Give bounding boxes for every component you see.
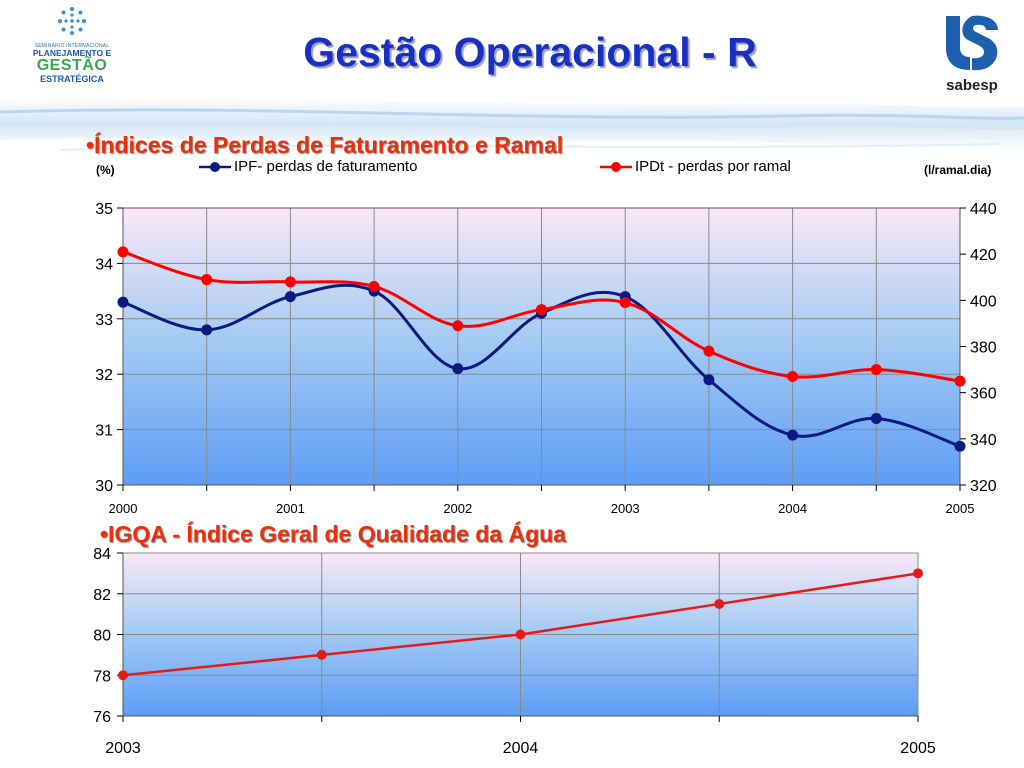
y-right-tick-label: 320 bbox=[970, 478, 997, 495]
data-point-series-1 bbox=[954, 375, 966, 387]
data-point-series-1 bbox=[870, 364, 882, 376]
y-right-tick-label: 420 bbox=[970, 247, 997, 264]
data-point-series-1 bbox=[284, 276, 296, 288]
sabesp-wordmark: sabesp bbox=[946, 77, 998, 94]
logo-line-planning: PLANEJAMENTO E bbox=[32, 48, 112, 58]
legend-marker-ipdt bbox=[600, 162, 632, 173]
logo-subtitle: SEMINÁRIO INTERNACIONAL bbox=[34, 43, 110, 49]
sabesp-mark-icon bbox=[946, 15, 998, 71]
x-tick-label: 2005 bbox=[900, 740, 936, 757]
data-point-series-0 bbox=[201, 324, 213, 336]
left-axis-unit: (%) bbox=[96, 163, 115, 177]
y-left-tick-label: 33 bbox=[95, 312, 113, 329]
plot-border bbox=[122, 207, 961, 486]
legend-marker-ipf bbox=[199, 162, 231, 173]
data-point-series-0 bbox=[703, 374, 715, 386]
y-tick-label: 82 bbox=[93, 587, 111, 604]
y-left-tick-label: 31 bbox=[95, 423, 113, 440]
data-point-igqa bbox=[714, 598, 725, 609]
y-left-tick-label: 35 bbox=[95, 201, 113, 218]
x-tick-label: 2002 bbox=[443, 501, 472, 516]
data-point-series-1 bbox=[452, 320, 464, 332]
losses-chart-heading: •Índices de Perdas de Faturamento e Rama… bbox=[86, 132, 564, 158]
y-left-tick-label: 34 bbox=[95, 256, 113, 273]
data-point-series-1 bbox=[536, 304, 547, 316]
legend-item-ipf: IPF- perdas de faturamento bbox=[199, 158, 417, 175]
y-right-tick-label: 440 bbox=[970, 201, 997, 218]
y-right-tick-label: 360 bbox=[970, 386, 997, 403]
data-point-series-1 bbox=[619, 297, 631, 309]
x-tick-label: 2001 bbox=[276, 501, 305, 516]
header-wave-band bbox=[0, 97, 1024, 151]
x-tick-label: 2004 bbox=[503, 740, 539, 757]
seminar-logo: SEMINÁRIO INTERNACIONAL PLANEJAMENTO E G… bbox=[30, 6, 114, 92]
sabesp-logo: sabesp bbox=[934, 14, 1010, 96]
right-axis-unit: (l/ramal.dia) bbox=[924, 163, 992, 177]
legend-label-ipf: IPF- perdas de faturamento bbox=[234, 158, 418, 175]
legend-label-ipdt: IPDt - perdas por ramal bbox=[635, 158, 791, 175]
plot-area bbox=[123, 553, 918, 716]
plot-area bbox=[123, 208, 960, 485]
igqa-chart-heading: •IGQA - Índice Geral de Qualidade da Águ… bbox=[100, 521, 567, 547]
y-tick-label: 78 bbox=[93, 668, 111, 685]
data-point-series-1 bbox=[787, 371, 799, 383]
data-point-series-0 bbox=[284, 291, 296, 303]
data-point-igqa bbox=[515, 629, 526, 640]
y-tick-label: 84 bbox=[93, 546, 111, 563]
x-tick-label: 2005 bbox=[946, 501, 975, 516]
y-left-tick-label: 30 bbox=[95, 478, 113, 495]
series-line-0 bbox=[122, 283, 961, 448]
data-point-series-0 bbox=[117, 296, 129, 308]
data-point-series-1 bbox=[368, 280, 380, 292]
logo-line-gestao: GESTÃO bbox=[36, 57, 108, 74]
y-right-tick-label: 380 bbox=[970, 340, 997, 357]
y-tick-label: 76 bbox=[93, 709, 111, 726]
data-point-series-0 bbox=[787, 429, 799, 441]
data-point-igqa bbox=[913, 568, 923, 579]
y-right-tick-label: 340 bbox=[970, 432, 997, 449]
y-right-tick-label: 400 bbox=[970, 293, 997, 310]
data-point-series-1 bbox=[201, 274, 213, 286]
x-tick-label: 2000 bbox=[109, 501, 138, 516]
data-point-series-0 bbox=[536, 307, 547, 319]
x-tick-label: 2004 bbox=[778, 501, 807, 516]
x-tick-label: 2003 bbox=[105, 740, 141, 757]
y-tick-label: 80 bbox=[93, 628, 111, 645]
series-line-igqa bbox=[122, 572, 919, 677]
logo-line-estrategica: ESTRATÉGICA bbox=[40, 74, 104, 84]
legend-item-ipdt: IPDt - perdas por ramal bbox=[600, 158, 791, 175]
data-point-series-0 bbox=[368, 285, 380, 297]
page-title: Gestão Operacional - R bbox=[303, 29, 757, 75]
starburst-icon bbox=[58, 7, 86, 35]
data-point-series-0 bbox=[619, 291, 631, 303]
data-point-igqa bbox=[316, 649, 327, 660]
y-left-tick-label: 32 bbox=[95, 367, 113, 384]
data-point-igqa bbox=[118, 670, 128, 681]
data-point-series-0 bbox=[954, 440, 966, 452]
series-line-1 bbox=[122, 250, 961, 383]
data-point-series-1 bbox=[703, 345, 715, 357]
x-tick-label: 2003 bbox=[611, 501, 640, 516]
data-point-series-1 bbox=[117, 246, 129, 258]
data-point-series-0 bbox=[452, 363, 464, 375]
data-point-series-0 bbox=[870, 413, 882, 425]
